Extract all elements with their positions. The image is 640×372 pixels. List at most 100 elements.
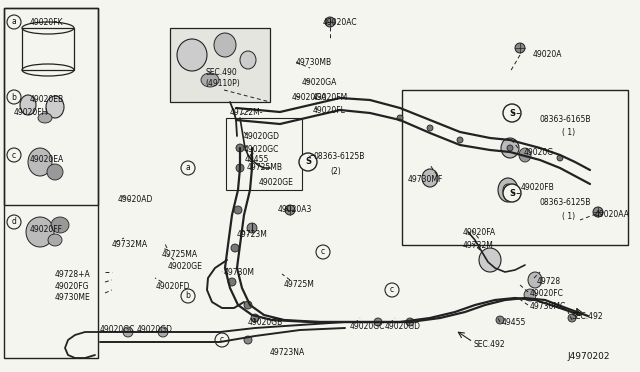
Text: 49020A: 49020A bbox=[533, 50, 563, 59]
Circle shape bbox=[228, 278, 236, 286]
Text: 49020GA: 49020GA bbox=[302, 78, 337, 87]
Text: a: a bbox=[12, 17, 17, 26]
Text: 49020EA: 49020EA bbox=[30, 155, 64, 164]
Text: 49020FC: 49020FC bbox=[530, 289, 564, 298]
Bar bbox=[4, 8, 98, 205]
Ellipse shape bbox=[479, 248, 501, 272]
Ellipse shape bbox=[524, 289, 536, 301]
Text: c: c bbox=[321, 247, 325, 257]
Text: 49728+A: 49728+A bbox=[55, 270, 91, 279]
Text: SEC.492: SEC.492 bbox=[572, 312, 604, 321]
Text: 49732M: 49732M bbox=[463, 241, 494, 250]
Text: 49020AD: 49020AD bbox=[118, 195, 154, 204]
Text: 49020FD: 49020FD bbox=[156, 282, 191, 291]
Text: b: b bbox=[12, 93, 17, 102]
Text: b: b bbox=[186, 292, 191, 301]
Circle shape bbox=[515, 43, 525, 53]
Ellipse shape bbox=[201, 73, 219, 87]
Circle shape bbox=[299, 153, 317, 171]
Text: 49020G: 49020G bbox=[524, 148, 554, 157]
Ellipse shape bbox=[214, 33, 236, 57]
Text: 49020GC: 49020GC bbox=[244, 145, 280, 154]
Circle shape bbox=[236, 164, 244, 172]
Circle shape bbox=[557, 155, 563, 161]
Circle shape bbox=[325, 17, 335, 27]
Text: 49020FL: 49020FL bbox=[313, 106, 346, 115]
Text: ( 1): ( 1) bbox=[562, 212, 575, 221]
Circle shape bbox=[123, 327, 133, 337]
Ellipse shape bbox=[46, 96, 64, 118]
Circle shape bbox=[503, 104, 521, 122]
Text: 49020FG: 49020FG bbox=[55, 282, 90, 291]
Text: S: S bbox=[305, 157, 311, 167]
Text: SEC.490: SEC.490 bbox=[205, 68, 237, 77]
Ellipse shape bbox=[422, 169, 438, 187]
Text: 49730ME: 49730ME bbox=[55, 293, 91, 302]
Circle shape bbox=[181, 289, 195, 303]
Circle shape bbox=[374, 318, 382, 326]
Bar bbox=[226, 118, 302, 190]
Text: 49020GC: 49020GC bbox=[100, 325, 136, 334]
Text: 49725M: 49725M bbox=[284, 280, 315, 289]
Text: 49725MA: 49725MA bbox=[162, 250, 198, 259]
Ellipse shape bbox=[20, 95, 36, 115]
Text: c: c bbox=[12, 151, 16, 160]
Text: 08363-6125B: 08363-6125B bbox=[314, 152, 365, 161]
Circle shape bbox=[507, 145, 513, 151]
Text: 08363-6165B: 08363-6165B bbox=[540, 115, 591, 124]
Circle shape bbox=[251, 314, 259, 322]
Circle shape bbox=[7, 15, 21, 29]
Text: 49020GA: 49020GA bbox=[292, 93, 328, 102]
Text: 49728: 49728 bbox=[537, 277, 561, 286]
Ellipse shape bbox=[28, 148, 52, 176]
Text: 49020FB: 49020FB bbox=[521, 183, 555, 192]
Ellipse shape bbox=[519, 148, 531, 162]
Text: 08363-6125B: 08363-6125B bbox=[540, 198, 591, 207]
Text: S: S bbox=[509, 109, 515, 118]
Ellipse shape bbox=[26, 217, 54, 247]
Bar bbox=[170, 28, 270, 102]
Text: 49020GE: 49020GE bbox=[259, 178, 294, 187]
Text: 49732MA: 49732MA bbox=[112, 240, 148, 249]
Circle shape bbox=[215, 333, 229, 347]
Circle shape bbox=[7, 90, 21, 104]
Ellipse shape bbox=[51, 217, 69, 233]
Circle shape bbox=[158, 327, 168, 337]
Circle shape bbox=[247, 223, 257, 233]
Text: 49020GC: 49020GC bbox=[350, 322, 385, 331]
Text: 49723NA: 49723NA bbox=[270, 348, 305, 357]
Circle shape bbox=[7, 215, 21, 229]
Text: (49110P): (49110P) bbox=[205, 79, 240, 88]
Circle shape bbox=[244, 301, 252, 309]
Bar bbox=[4, 8, 98, 358]
Ellipse shape bbox=[177, 39, 207, 71]
Text: J4970202: J4970202 bbox=[567, 352, 609, 361]
Text: 49020FK: 49020FK bbox=[30, 18, 63, 27]
Text: SEC.492: SEC.492 bbox=[473, 340, 504, 349]
Circle shape bbox=[231, 244, 239, 252]
Text: 49455: 49455 bbox=[245, 155, 269, 164]
Text: 49020GB: 49020GB bbox=[248, 318, 284, 327]
Text: ( 1): ( 1) bbox=[562, 128, 575, 137]
Circle shape bbox=[236, 144, 244, 152]
Ellipse shape bbox=[240, 51, 256, 69]
Text: 49020FM: 49020FM bbox=[313, 93, 348, 102]
Text: S: S bbox=[509, 189, 515, 198]
Text: 49020A3: 49020A3 bbox=[278, 205, 312, 214]
Ellipse shape bbox=[528, 272, 542, 288]
Circle shape bbox=[244, 336, 252, 344]
Text: (2): (2) bbox=[330, 167, 340, 176]
Circle shape bbox=[593, 207, 603, 217]
Text: a: a bbox=[186, 164, 190, 173]
Text: 49020FA: 49020FA bbox=[463, 228, 496, 237]
Circle shape bbox=[7, 148, 21, 162]
Text: 49730M: 49730M bbox=[224, 268, 255, 277]
Ellipse shape bbox=[503, 184, 513, 196]
Text: 49723M: 49723M bbox=[237, 230, 268, 239]
Circle shape bbox=[285, 205, 295, 215]
Text: c: c bbox=[390, 285, 394, 295]
Circle shape bbox=[406, 318, 414, 326]
Ellipse shape bbox=[47, 164, 63, 180]
Text: 49020GD: 49020GD bbox=[385, 322, 421, 331]
Ellipse shape bbox=[38, 113, 52, 123]
